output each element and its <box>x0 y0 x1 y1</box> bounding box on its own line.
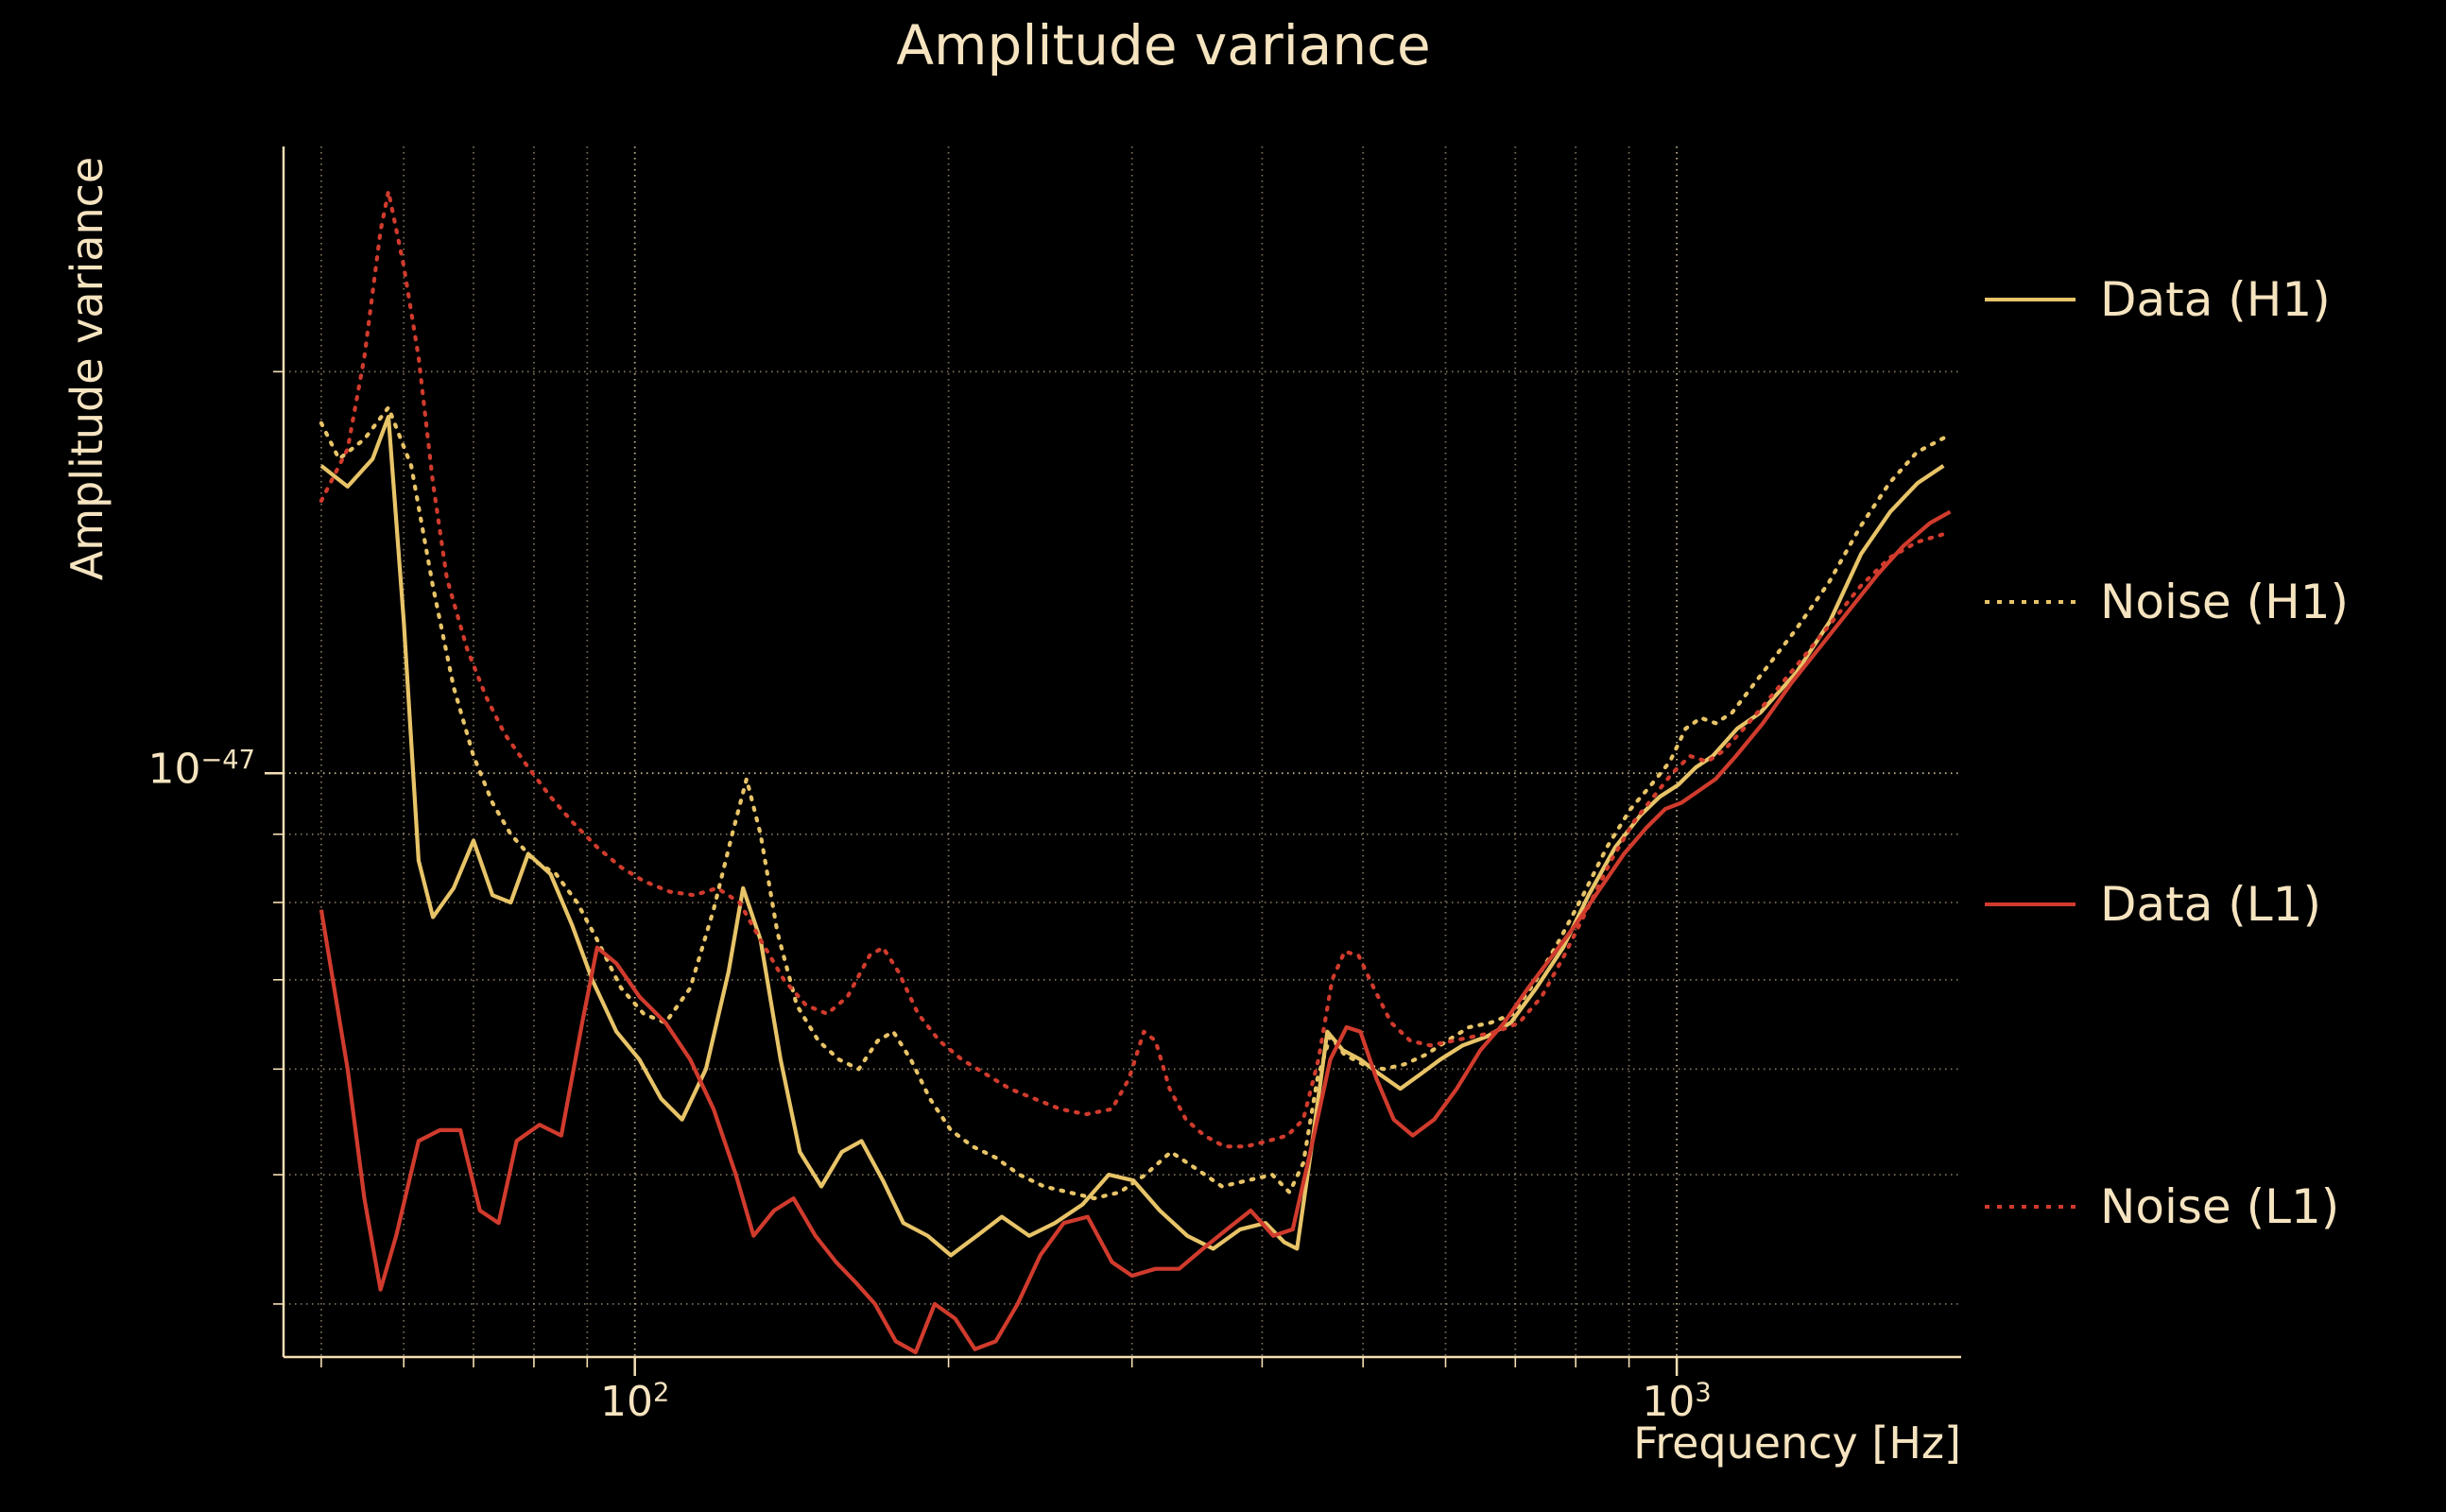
legend-item-data-l1: Data (L1) <box>1985 874 2321 935</box>
series-line-2 <box>319 509 1952 1355</box>
series-line-0 <box>319 414 1945 1258</box>
chart-title: Amplitude variance <box>896 13 1431 77</box>
tick-exponent: 2 <box>653 1378 670 1408</box>
tick-base: 10 <box>600 1378 654 1426</box>
series-line-3 <box>319 189 1945 1149</box>
legend-item-data-h1: Data (H1) <box>1985 269 2331 330</box>
legend-item-noise-l1: Noise (L1) <box>1985 1177 2339 1237</box>
y-axis-label: Amplitude variance <box>61 156 112 581</box>
legend-line-swatch-data-h1 <box>1985 298 2076 301</box>
legend-label: Noise (H1) <box>2100 575 2350 629</box>
tick-base: 10 <box>147 745 201 794</box>
x-tick-label-1000: 103 <box>1642 1378 1711 1426</box>
legend-line-swatch-noise-l1 <box>1985 1205 2076 1209</box>
legend-line-swatch-data-l1 <box>1985 902 2076 906</box>
legend-label: Data (L1) <box>2100 877 2321 932</box>
legend-line-swatch-noise-h1 <box>1985 600 2076 604</box>
x-axis-label: Frequency [Hz] <box>1633 1418 1961 1469</box>
legend-label: Noise (L1) <box>2100 1179 2340 1234</box>
tick-exponent: 3 <box>1695 1378 1712 1408</box>
legend-item-noise-h1: Noise (H1) <box>1985 572 2349 632</box>
series-line-1 <box>319 405 1950 1201</box>
y-tick-label-1e-47: 10−47 <box>147 746 255 794</box>
tick-base: 10 <box>1642 1378 1696 1426</box>
legend-label: Data (H1) <box>2100 272 2331 327</box>
tick-exponent: −47 <box>200 745 255 775</box>
x-tick-label-100: 102 <box>600 1378 669 1426</box>
